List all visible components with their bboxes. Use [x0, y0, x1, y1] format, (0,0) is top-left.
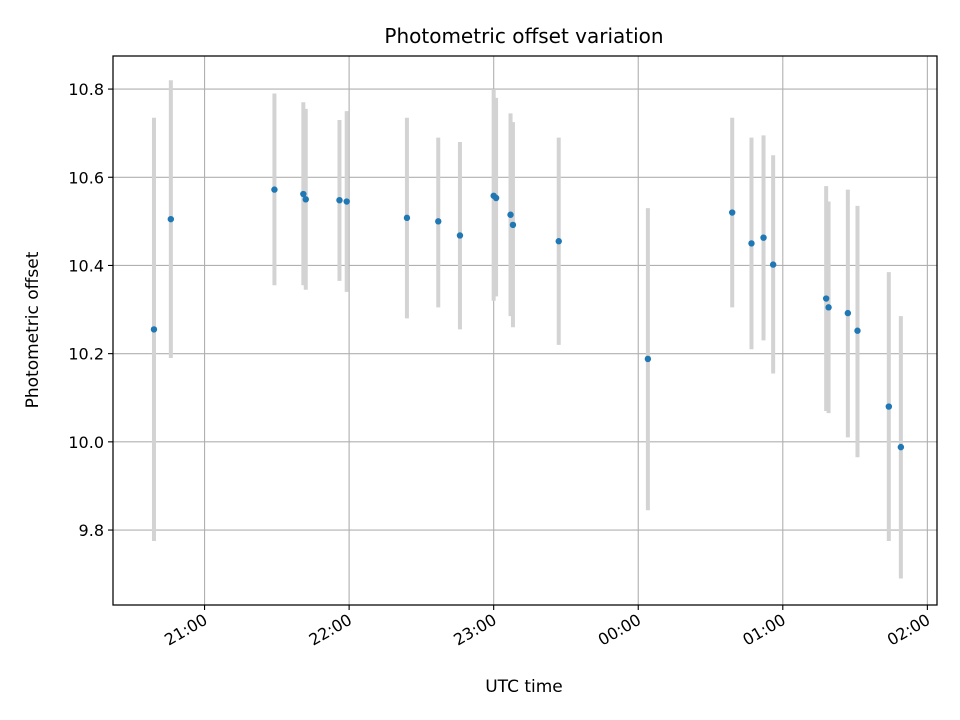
y-tick-label: 10.0 [68, 433, 104, 452]
y-axis: 9.8 10.0 10.2 10.4 10.6 10.8 [68, 80, 113, 540]
data-point [343, 198, 350, 205]
data-point [509, 221, 517, 229]
y-tick-label: 10.4 [68, 256, 104, 275]
x-tick-label: 21:00 [161, 610, 210, 650]
y-tick-label: 10.2 [68, 345, 104, 364]
data-point [150, 326, 158, 333]
data-point [885, 403, 893, 410]
data-point [336, 196, 343, 204]
data-point [844, 309, 852, 317]
data-point [760, 234, 767, 241]
data-point [825, 304, 832, 311]
x-tick-label: 01:00 [739, 610, 788, 650]
data-point [302, 196, 309, 203]
x-axis-label: UTC time [485, 677, 563, 697]
data-point [492, 194, 500, 202]
data-points [150, 186, 905, 451]
y-axis-label: Photometric offset [23, 251, 43, 408]
x-tick-label: 22:00 [306, 610, 355, 650]
x-tick-label: 00:00 [595, 610, 644, 650]
y-tick-label: 10.6 [68, 168, 104, 187]
data-point [769, 261, 777, 268]
data-point [403, 214, 411, 222]
data-point [897, 443, 905, 451]
data-point [435, 218, 442, 225]
data-point [456, 232, 464, 239]
y-tick-label: 9.8 [79, 521, 104, 540]
chart-title: Photometric offset variation [384, 24, 663, 48]
data-point [729, 209, 736, 216]
plot-frame [112, 55, 938, 606]
data-point [822, 295, 830, 302]
data-point [555, 238, 562, 245]
data-point [854, 327, 861, 334]
data-point [300, 190, 307, 198]
data-point [507, 211, 514, 218]
y-tick-label: 10.8 [68, 80, 104, 99]
grid [113, 56, 937, 605]
x-tick-label: 23:00 [450, 610, 499, 650]
data-point [167, 215, 175, 223]
x-tick-label: 02:00 [884, 610, 933, 650]
data-point [748, 240, 755, 247]
data-point [644, 355, 652, 363]
x-axis: 21:00 22:00 23:00 00:00 01:00 02:00 [161, 605, 933, 650]
plot-background [113, 56, 937, 605]
data-point [271, 186, 278, 193]
